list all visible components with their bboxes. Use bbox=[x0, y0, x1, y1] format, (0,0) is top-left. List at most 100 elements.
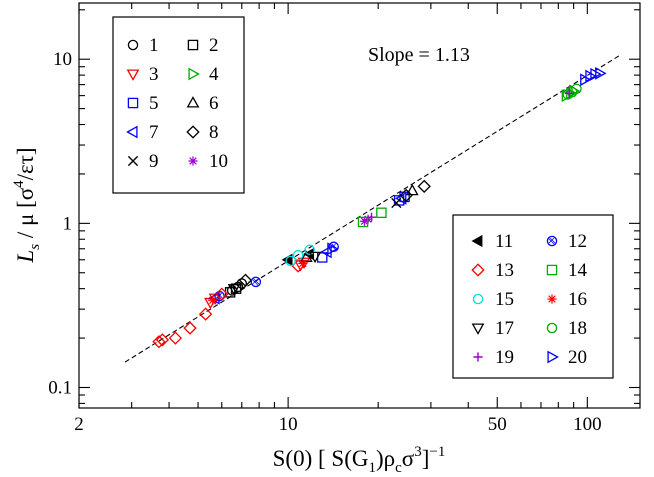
legend-label-10: 10 bbox=[209, 151, 228, 172]
legend-label-19: 19 bbox=[495, 347, 514, 368]
legend-entry-4: 4 bbox=[188, 64, 219, 85]
x-tick-label: 2 bbox=[74, 414, 84, 435]
legend-right: 11 12 13 14 15 16 17 18 19 20 bbox=[471, 231, 588, 368]
legend-marker-16 bbox=[547, 294, 557, 304]
legend-label-12: 12 bbox=[568, 231, 587, 252]
legend-entry-16: 16 bbox=[547, 289, 587, 310]
legend-entry-9: 9 bbox=[127, 151, 159, 172]
legend-entry-3: 3 bbox=[126, 64, 159, 85]
data-points-layer bbox=[152, 66, 607, 349]
legend-marker-13 bbox=[471, 263, 485, 277]
data-point-series-8 bbox=[417, 179, 431, 194]
data-point-series-6 bbox=[405, 183, 419, 196]
data-point-series-8 bbox=[399, 188, 413, 203]
legend-marker-18 bbox=[546, 322, 558, 334]
data-point-series-20 bbox=[595, 66, 607, 80]
legend-marker-11 bbox=[471, 234, 483, 248]
legend-entry-20: 20 bbox=[547, 347, 587, 368]
legend-label-11: 11 bbox=[495, 231, 513, 252]
legend-marker-8 bbox=[186, 125, 200, 139]
legend-marker-15 bbox=[472, 293, 484, 305]
legend-label-13: 13 bbox=[495, 260, 514, 281]
legend-label-5: 5 bbox=[149, 93, 159, 114]
legend-marker-10 bbox=[188, 156, 198, 166]
legend-marker-6 bbox=[186, 96, 200, 108]
data-point-series-13 bbox=[215, 287, 229, 301]
data-point-series-14 bbox=[376, 207, 387, 219]
y-axis-label: Ls / μ [σ4/ετ] bbox=[11, 147, 43, 263]
data-point-series-1 bbox=[232, 281, 244, 293]
legend-marker-12 bbox=[546, 235, 558, 247]
legend-marker-7 bbox=[126, 125, 138, 139]
data-point-series-13 bbox=[198, 307, 213, 321]
legend-label-8: 8 bbox=[209, 122, 219, 143]
legend-label-7: 7 bbox=[149, 122, 159, 143]
data-point-series-15 bbox=[304, 244, 315, 256]
x-tick-label: 100 bbox=[573, 414, 602, 435]
legend-label-4: 4 bbox=[209, 64, 219, 85]
data-point-series-16 bbox=[208, 295, 218, 305]
legend-label-18: 18 bbox=[568, 318, 587, 339]
legend-label-2: 2 bbox=[209, 35, 219, 56]
legend-entry-2: 2 bbox=[187, 35, 219, 56]
data-point-series-10 bbox=[359, 216, 370, 226]
data-point-series-17 bbox=[308, 251, 322, 264]
data-point-series-8 bbox=[238, 273, 253, 287]
y-tick-label: 0.1 bbox=[48, 377, 72, 398]
data-point-series-17 bbox=[227, 284, 241, 296]
legend-marker-14 bbox=[546, 264, 558, 276]
data-point-series-15 bbox=[292, 249, 304, 261]
plot-frame bbox=[78, 2, 641, 409]
legend-label-14: 14 bbox=[568, 260, 588, 281]
data-point-series-18 bbox=[566, 86, 578, 98]
legend-entry-6: 6 bbox=[186, 93, 219, 114]
legend-entry-14: 14 bbox=[546, 260, 588, 281]
data-point-series-19 bbox=[564, 88, 574, 98]
legend-entry-17: 17 bbox=[471, 318, 514, 339]
legend-entry-18: 18 bbox=[546, 318, 587, 339]
x-tick-label: 10 bbox=[279, 414, 298, 435]
legend-entry-15: 15 bbox=[472, 289, 514, 310]
legend-entry-10: 10 bbox=[188, 151, 228, 172]
legend-label-9: 9 bbox=[149, 151, 159, 172]
legend-label-16: 16 bbox=[568, 289, 587, 310]
data-point-series-15 bbox=[285, 255, 296, 267]
legend-marker-5 bbox=[127, 97, 139, 109]
legend-label-3: 3 bbox=[149, 64, 159, 85]
data-point-series-12 bbox=[250, 276, 262, 288]
data-point-series-13 bbox=[152, 335, 166, 349]
legend-marker-1 bbox=[127, 39, 139, 51]
legend-label-17: 17 bbox=[495, 318, 514, 339]
x-axis-label: S(0) [ S(G1)ρcσ3]−1 bbox=[273, 444, 446, 476]
legend-left: 1 2 3 4 5 6 7 8 9 10 bbox=[126, 35, 228, 172]
legend-entry-12: 12 bbox=[546, 231, 587, 252]
data-point-series-13 bbox=[155, 333, 170, 347]
legend-entry-1: 1 bbox=[127, 35, 159, 56]
data-point-series-20 bbox=[327, 242, 339, 256]
data-point-series-9 bbox=[391, 197, 402, 209]
legend-marker-2 bbox=[187, 39, 199, 51]
y-tick-label: 1 bbox=[63, 213, 73, 234]
legend-label-1: 1 bbox=[149, 35, 159, 56]
legend-label-6: 6 bbox=[209, 93, 219, 114]
legend-entry-11: 11 bbox=[471, 231, 513, 252]
legend-marker-4 bbox=[188, 67, 200, 81]
y-tick-label: 10 bbox=[53, 49, 72, 70]
axis-ticks: 2 10 50 100 0.1 1 10 bbox=[48, 3, 640, 435]
legend-marker-3 bbox=[126, 69, 140, 81]
x-tick-label: 50 bbox=[488, 414, 507, 435]
legend-marker-19 bbox=[473, 352, 483, 362]
legend-label-15: 15 bbox=[495, 289, 514, 310]
data-point-series-13 bbox=[168, 331, 183, 345]
legend-entry-19: 19 bbox=[473, 347, 514, 368]
legend-entry-8: 8 bbox=[186, 122, 219, 143]
legend-marker-9 bbox=[127, 155, 139, 167]
legend-entry-5: 5 bbox=[127, 93, 159, 114]
data-point-series-19 bbox=[366, 212, 377, 222]
legend-entry-7: 7 bbox=[126, 122, 159, 143]
legend-marker-17 bbox=[471, 323, 485, 335]
data-point-series-13 bbox=[183, 321, 197, 335]
legend-label-20: 20 bbox=[568, 347, 587, 368]
data-point-series-14 bbox=[357, 216, 369, 228]
